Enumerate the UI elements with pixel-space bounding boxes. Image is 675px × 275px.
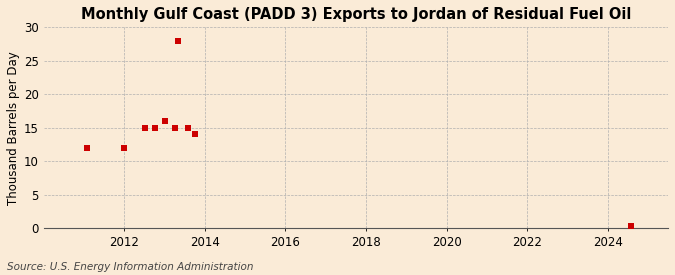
Point	[119, 145, 130, 150]
Point	[159, 119, 170, 123]
Point	[149, 125, 160, 130]
Point	[190, 132, 200, 137]
Point	[169, 125, 180, 130]
Point	[82, 145, 92, 150]
Point	[183, 125, 194, 130]
Point	[173, 39, 184, 43]
Point	[139, 125, 150, 130]
Y-axis label: Thousand Barrels per Day: Thousand Barrels per Day	[7, 51, 20, 205]
Title: Monthly Gulf Coast (PADD 3) Exports to Jordan of Residual Fuel Oil: Monthly Gulf Coast (PADD 3) Exports to J…	[81, 7, 631, 22]
Text: Source: U.S. Energy Information Administration: Source: U.S. Energy Information Administ…	[7, 262, 253, 272]
Point	[626, 224, 637, 228]
